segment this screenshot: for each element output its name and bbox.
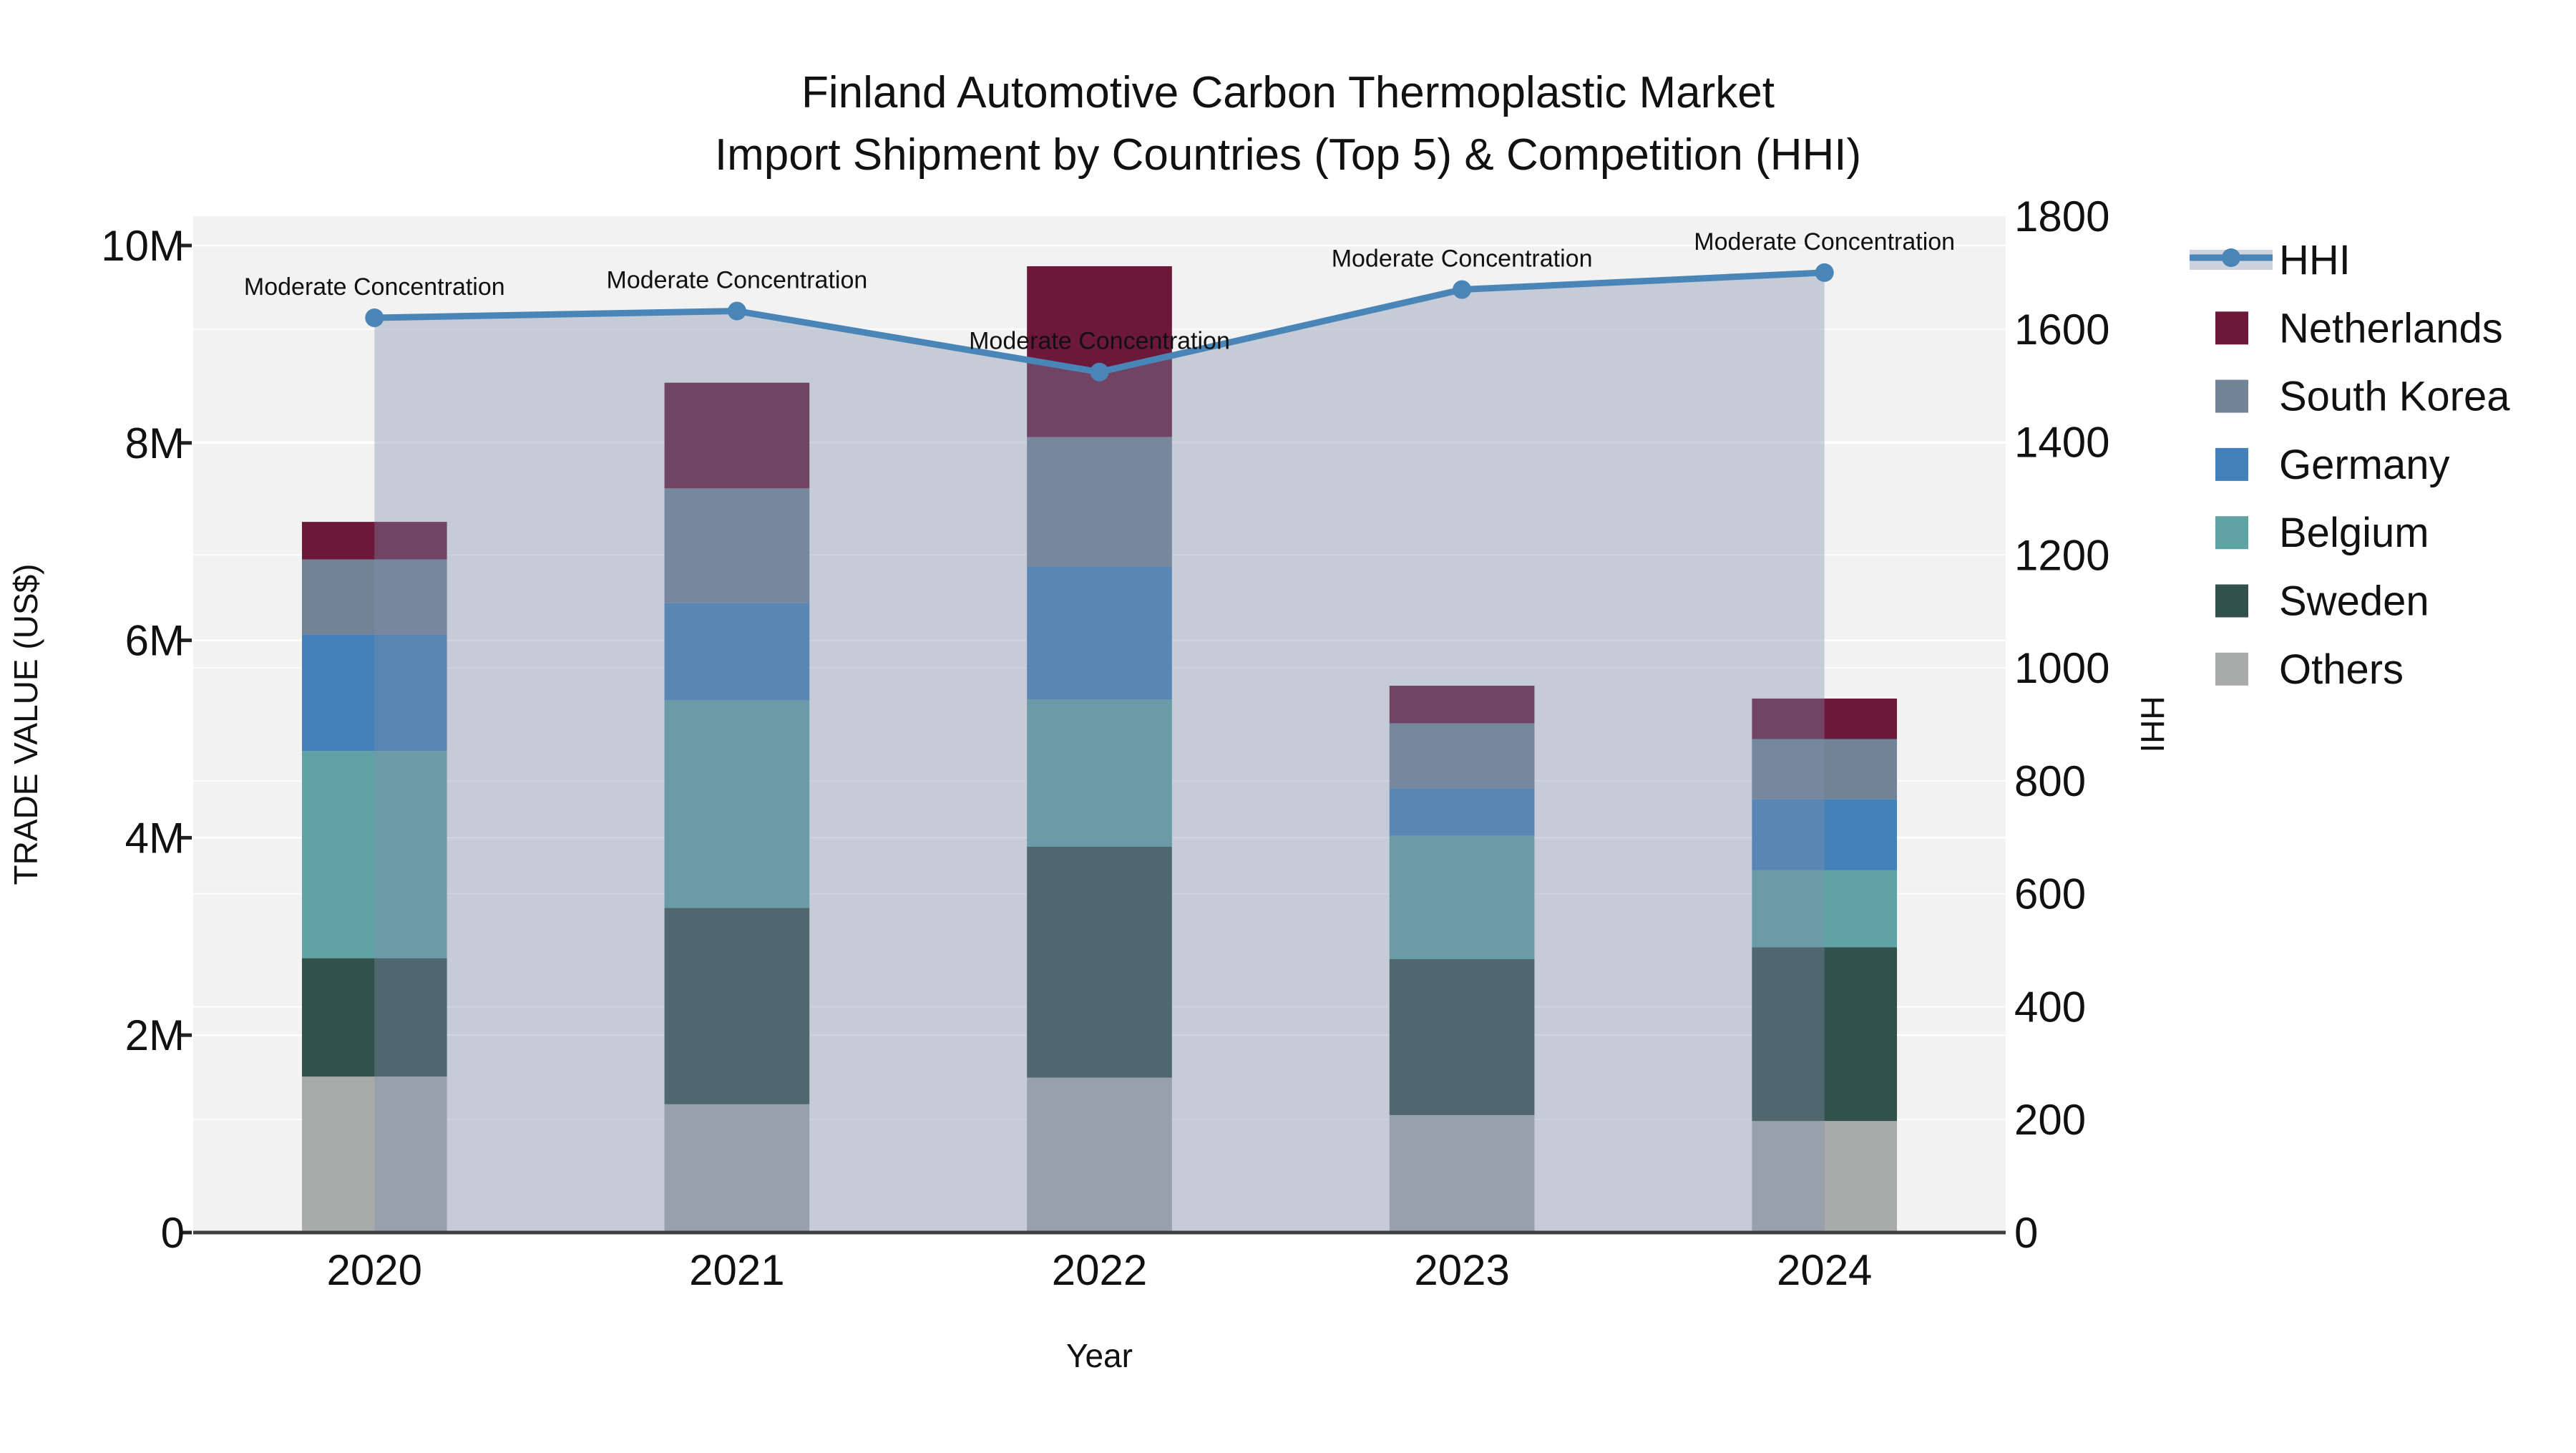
legend-swatch-south-korea bbox=[2215, 379, 2248, 413]
legend-item-others[interactable]: Others bbox=[2215, 646, 2404, 693]
legend-label: South Korea bbox=[2279, 374, 2510, 420]
bar-segment-germany-2024[interactable] bbox=[1752, 799, 1898, 870]
bar-segment-belgium-2020[interactable] bbox=[301, 751, 447, 958]
y-right-tick-label: 600 bbox=[2014, 870, 2086, 918]
bar-segment-netherlands-2020[interactable] bbox=[301, 522, 447, 560]
legend-swatch-others bbox=[2215, 652, 2248, 686]
bar-segment-belgium-2023[interactable] bbox=[1389, 835, 1535, 960]
y-right-tick-label: 0 bbox=[2014, 1209, 2038, 1257]
y-left-tick-label: 4M bbox=[125, 814, 185, 862]
y-right-axis-title: HHI bbox=[2134, 696, 2171, 752]
hhi-point-2020[interactable] bbox=[365, 308, 384, 327]
bar-segment-sweden-2020[interactable] bbox=[301, 958, 447, 1077]
y-right-tick-label: 1000 bbox=[2014, 644, 2109, 692]
bar-segment-sweden-2024[interactable] bbox=[1752, 947, 1898, 1122]
hhi-point-2024[interactable] bbox=[1815, 263, 1834, 282]
legend-item-netherlands[interactable]: Netherlands bbox=[2215, 305, 2503, 351]
legend-hhi-marker bbox=[2222, 248, 2240, 267]
legend-item-belgium[interactable]: Belgium bbox=[2215, 510, 2429, 556]
bar-segment-netherlands-2022[interactable] bbox=[1027, 266, 1172, 437]
y-right-tick-label: 1600 bbox=[2014, 306, 2109, 354]
bar-segment-others-2023[interactable] bbox=[1389, 1114, 1535, 1233]
legend-swatch-belgium bbox=[2215, 516, 2248, 550]
bar-segment-others-2021[interactable] bbox=[664, 1104, 810, 1233]
annotation-2020: Moderate Concentration bbox=[244, 273, 505, 301]
bar-segment-germany-2020[interactable] bbox=[301, 634, 447, 752]
legend-item-germany[interactable]: Germany bbox=[2215, 442, 2450, 488]
bar-segment-germany-2023[interactable] bbox=[1389, 788, 1535, 836]
bar-segment-others-2022[interactable] bbox=[1027, 1077, 1172, 1233]
hhi-point-2022[interactable] bbox=[1090, 362, 1109, 382]
bar-segment-others-2024[interactable] bbox=[1752, 1121, 1898, 1233]
bar-segment-germany-2021[interactable] bbox=[664, 603, 810, 701]
hhi-fill-area bbox=[374, 272, 1825, 1233]
hhi-point-2023[interactable] bbox=[1453, 280, 1472, 299]
annotation-2024: Moderate Concentration bbox=[1694, 228, 1955, 256]
x-tick-label-2021: 2021 bbox=[689, 1246, 784, 1294]
legend-swatch-netherlands bbox=[2215, 311, 2248, 345]
bar-segment-belgium-2021[interactable] bbox=[664, 700, 810, 908]
y-right-tick-label: 200 bbox=[2014, 1096, 2086, 1144]
bar-segment-sweden-2021[interactable] bbox=[664, 908, 810, 1104]
bar-segment-belgium-2024[interactable] bbox=[1752, 870, 1898, 948]
bar-segment-south-korea-2024[interactable] bbox=[1752, 739, 1898, 800]
x-tick-label-2020: 2020 bbox=[327, 1246, 422, 1294]
bar-segment-belgium-2022[interactable] bbox=[1027, 699, 1172, 847]
y-right-tick-label: 1800 bbox=[2014, 193, 2109, 240]
bar-segment-south-korea-2020[interactable] bbox=[301, 559, 447, 635]
hhi-point-2021[interactable] bbox=[727, 301, 746, 321]
bar-segment-south-korea-2023[interactable] bbox=[1389, 723, 1535, 789]
bar-segment-south-korea-2021[interactable] bbox=[664, 488, 810, 603]
y-right-tick-label: 1200 bbox=[2014, 531, 2109, 579]
y-right-tick-label: 1400 bbox=[2014, 419, 2109, 467]
bars bbox=[301, 266, 1898, 1233]
y-right-tick-label: 800 bbox=[2014, 757, 2086, 805]
bar-segment-netherlands-2021[interactable] bbox=[664, 382, 810, 489]
bar-segment-netherlands-2024[interactable] bbox=[1752, 698, 1898, 739]
x-tick-label-2022: 2022 bbox=[1052, 1246, 1147, 1294]
y-left-tick-label: 8M bbox=[125, 419, 185, 467]
annotation-2023: Moderate Concentration bbox=[1332, 246, 1593, 273]
bar-segment-south-korea-2022[interactable] bbox=[1027, 437, 1172, 567]
legend-label: Sweden bbox=[2279, 578, 2429, 625]
chart-title-line2: Import Shipment by Countries (Top 5) & C… bbox=[715, 130, 1861, 180]
bar-segment-germany-2022[interactable] bbox=[1027, 566, 1172, 700]
bar-segment-sweden-2023[interactable] bbox=[1389, 959, 1535, 1115]
legend-item-hhi[interactable]: HHI bbox=[2190, 237, 2351, 283]
legend-label: Netherlands bbox=[2279, 305, 2503, 351]
chart-title-line1: Finland Automotive Carbon Thermoplastic … bbox=[801, 68, 1775, 117]
y-left-tick-label: 0 bbox=[161, 1209, 185, 1257]
legend-swatch-sweden bbox=[2215, 584, 2248, 618]
legend-label: Germany bbox=[2279, 442, 2450, 488]
x-axis-title: Year bbox=[1066, 1337, 1133, 1374]
legend-item-south-korea[interactable]: South Korea bbox=[2215, 374, 2510, 420]
y-left-axis-title: TRADE VALUE (US$) bbox=[7, 563, 44, 885]
bar-segment-others-2020[interactable] bbox=[301, 1077, 447, 1233]
annotation-2021: Moderate Concentration bbox=[607, 267, 868, 294]
bar-segment-netherlands-2023[interactable] bbox=[1389, 686, 1535, 724]
legend-item-sweden[interactable]: Sweden bbox=[2215, 578, 2429, 625]
y-left-tick-label: 6M bbox=[125, 617, 185, 665]
y-left-tick-label: 2M bbox=[125, 1011, 185, 1059]
legend-swatch-germany bbox=[2215, 447, 2248, 481]
bar-segment-sweden-2022[interactable] bbox=[1027, 846, 1172, 1078]
legend-label: Belgium bbox=[2279, 510, 2429, 556]
y-right-tick-label: 400 bbox=[2014, 983, 2086, 1031]
y-left-tick-label: 10M bbox=[101, 222, 185, 270]
legend: HHI Netherlands South Korea Germany Belgium S… bbox=[2190, 237, 2510, 693]
x-tick-label-2024: 2024 bbox=[1777, 1246, 1872, 1294]
annotation-2022: Moderate Concentration bbox=[969, 328, 1230, 355]
legend-label: HHI bbox=[2279, 237, 2351, 283]
x-tick-label-2023: 2023 bbox=[1414, 1246, 1509, 1294]
legend-label: Others bbox=[2279, 646, 2404, 693]
